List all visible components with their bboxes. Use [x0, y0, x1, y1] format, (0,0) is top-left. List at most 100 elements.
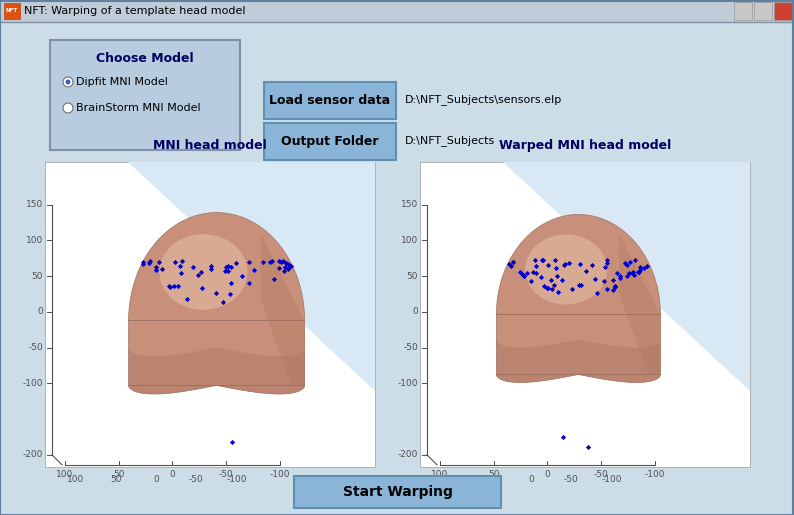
Point [224, 289, 237, 298]
Point [243, 258, 256, 266]
Point [634, 263, 646, 271]
Point [172, 282, 184, 290]
Point [192, 271, 205, 280]
Point [518, 272, 530, 280]
Point [535, 273, 548, 282]
Text: -100: -100 [22, 379, 43, 388]
Point [563, 259, 576, 267]
Point [614, 274, 626, 282]
Text: 100: 100 [431, 470, 449, 479]
Point [219, 267, 232, 275]
Point [514, 268, 526, 276]
Text: -50: -50 [189, 475, 204, 484]
Point [626, 268, 639, 277]
Point [196, 283, 209, 291]
Point [137, 258, 149, 266]
Text: -100: -100 [601, 475, 622, 484]
Point [173, 262, 186, 270]
Point [559, 260, 572, 268]
Polygon shape [129, 213, 305, 394]
Point [281, 265, 294, 273]
Text: 100: 100 [25, 236, 43, 245]
Polygon shape [496, 215, 661, 383]
Point [622, 269, 635, 277]
Text: -200: -200 [22, 450, 43, 459]
Point [599, 263, 611, 271]
Point [222, 262, 234, 270]
Point [574, 260, 587, 268]
Point [629, 255, 642, 264]
Point [619, 260, 631, 268]
Point [555, 276, 568, 284]
Point [225, 438, 238, 446]
Text: 50: 50 [485, 475, 497, 484]
Point [163, 282, 175, 290]
Point [620, 272, 633, 281]
Point [634, 266, 646, 274]
Point [565, 285, 578, 293]
Text: 150: 150 [25, 200, 43, 209]
Point [529, 255, 542, 264]
Text: 0: 0 [153, 475, 159, 484]
Point [195, 268, 207, 276]
Text: NFT: Warping of a template head model: NFT: Warping of a template head model [24, 6, 245, 16]
Point [586, 261, 599, 269]
Point [549, 255, 562, 264]
Text: -50: -50 [564, 475, 579, 484]
Point [168, 282, 180, 290]
Text: Output Folder: Output Folder [281, 135, 379, 148]
Text: 0: 0 [528, 475, 534, 484]
Point [143, 259, 156, 267]
Point [149, 263, 162, 271]
Point [609, 283, 622, 291]
Point [613, 272, 626, 280]
Polygon shape [503, 162, 750, 391]
Point [542, 284, 554, 293]
FancyBboxPatch shape [264, 82, 396, 119]
Point [538, 282, 550, 290]
Ellipse shape [65, 79, 71, 84]
Point [505, 262, 518, 270]
Point [580, 267, 593, 275]
Text: Choose Model: Choose Model [96, 52, 194, 64]
Point [272, 264, 285, 272]
Point [557, 433, 570, 441]
Point [220, 263, 233, 271]
Point [136, 261, 148, 269]
Point [592, 289, 604, 298]
Text: 50: 50 [113, 470, 125, 479]
Point [257, 258, 270, 266]
Point [627, 270, 640, 279]
Ellipse shape [63, 77, 73, 87]
Point [278, 267, 291, 275]
Bar [45, 162, 375, 467]
FancyBboxPatch shape [264, 123, 396, 160]
Point [282, 260, 295, 268]
Point [236, 272, 249, 280]
Point [175, 269, 187, 277]
Ellipse shape [525, 234, 607, 304]
Point [279, 263, 291, 271]
Point [542, 261, 554, 269]
Text: 0: 0 [169, 470, 175, 479]
Point [153, 258, 166, 266]
Point [268, 276, 280, 284]
Text: -100: -100 [644, 470, 665, 479]
Bar [420, 162, 750, 467]
Point [248, 266, 260, 274]
Point [204, 262, 217, 270]
Point [623, 258, 636, 266]
Point [225, 263, 237, 271]
Text: -50: -50 [403, 343, 418, 352]
Point [521, 269, 534, 278]
Point [638, 264, 650, 272]
Text: 50: 50 [32, 271, 43, 281]
Point [530, 262, 542, 270]
Point [515, 270, 528, 278]
Text: 50: 50 [110, 475, 121, 484]
Point [525, 277, 538, 285]
Text: 150: 150 [401, 200, 418, 209]
Text: -50: -50 [593, 470, 608, 479]
Polygon shape [129, 348, 305, 394]
Point [243, 279, 256, 287]
